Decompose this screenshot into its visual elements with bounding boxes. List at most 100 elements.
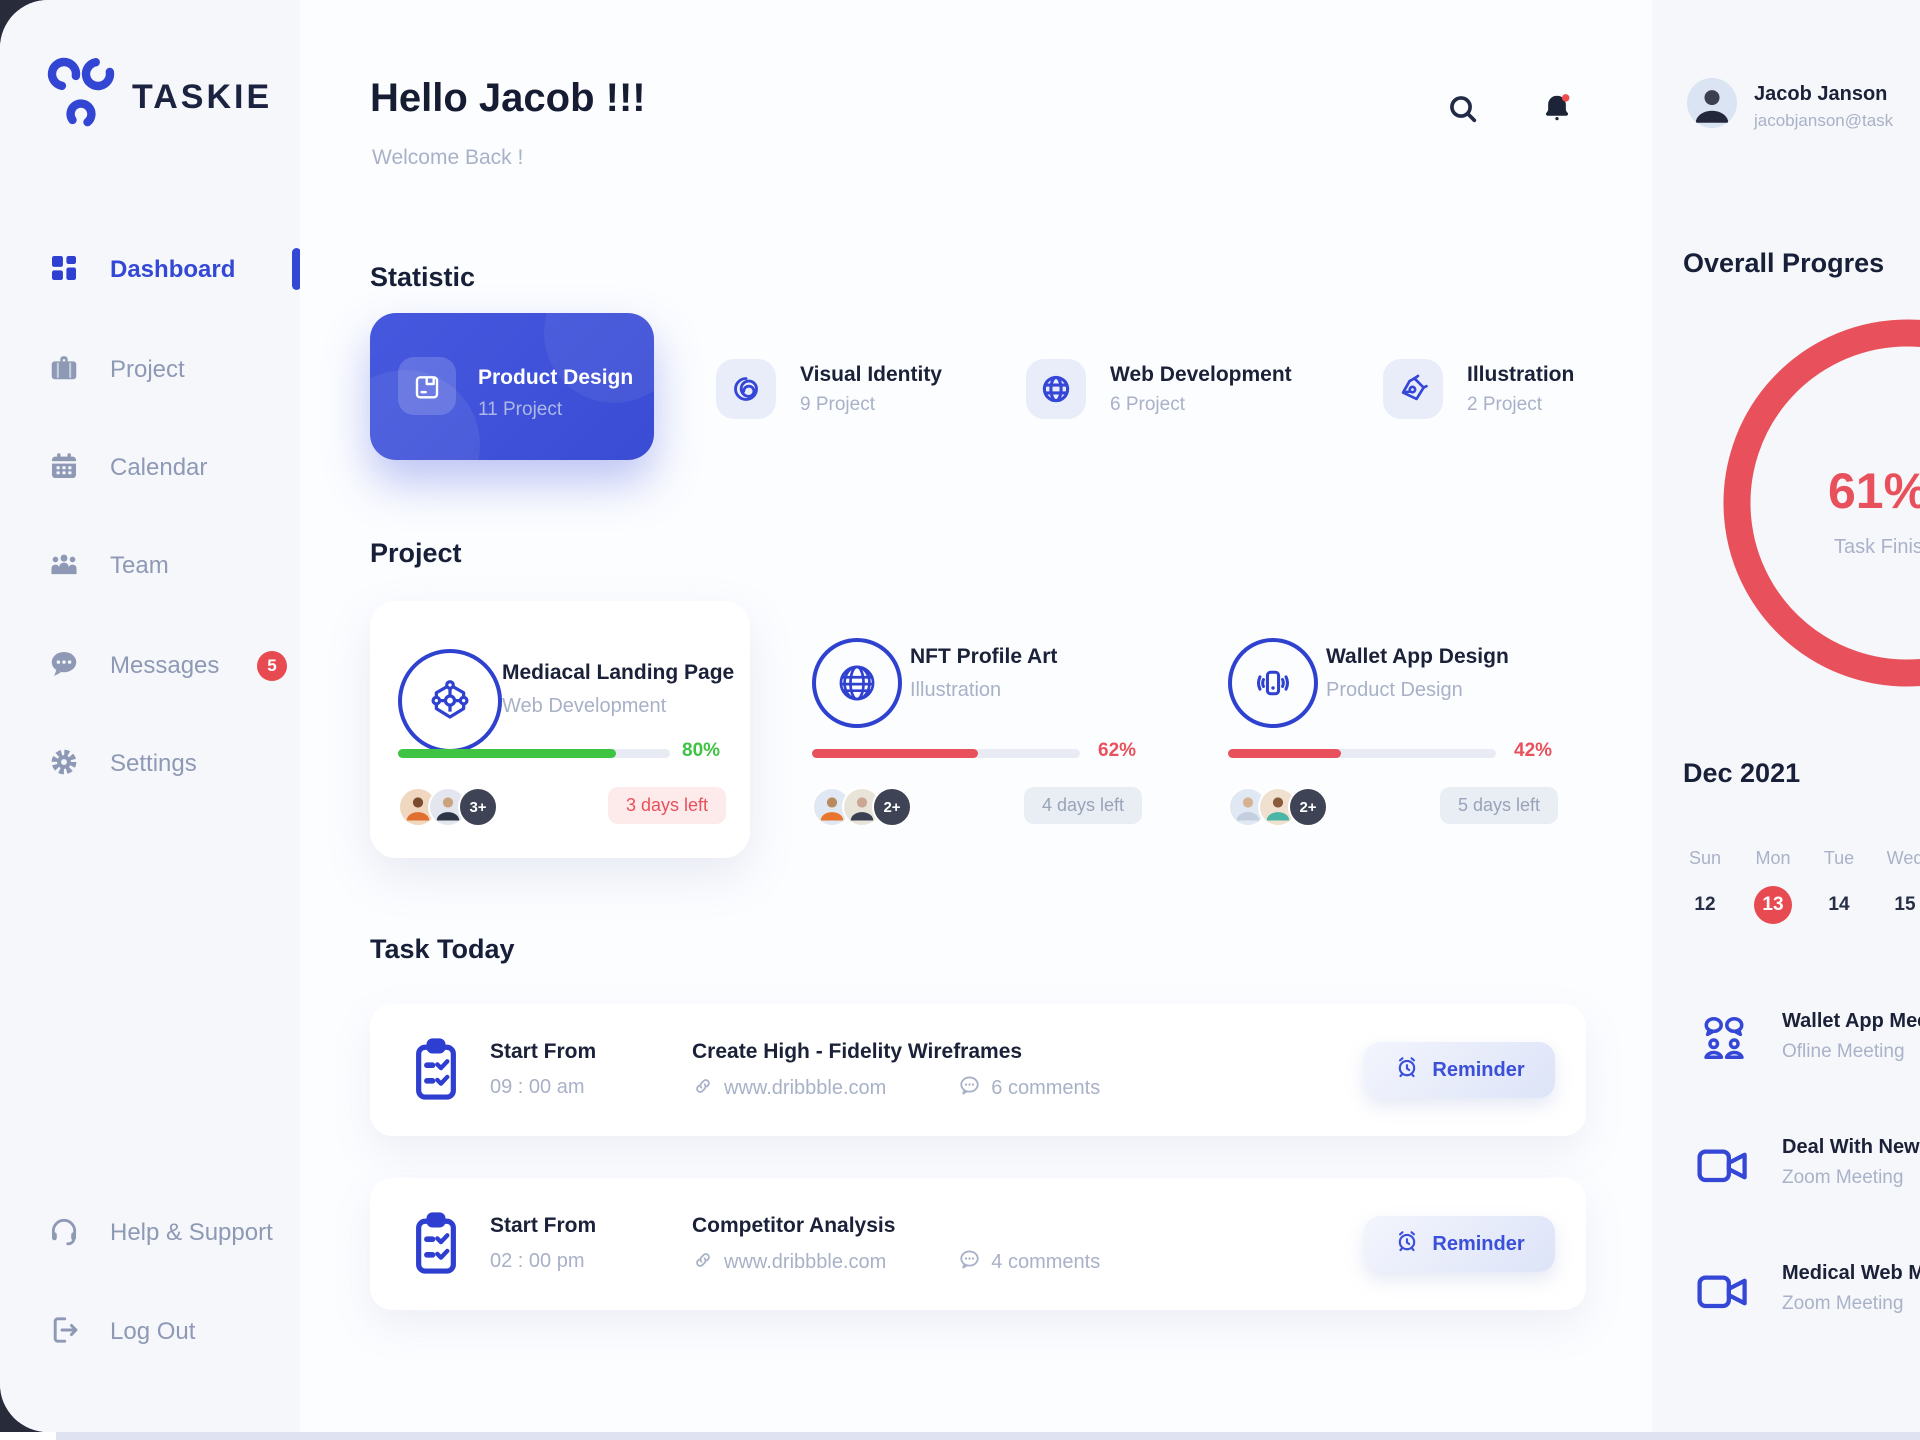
calendar-date-selected[interactable]: 13 [1745, 886, 1801, 924]
avatar-more-count: 2+ [872, 787, 912, 827]
progress-fill [812, 749, 979, 758]
link-icon [692, 1075, 714, 1103]
sidebar-item-settings[interactable]: Settings [0, 736, 300, 792]
days-left-badge: 5 days left [1440, 787, 1559, 824]
sidebar-item-label: Team [110, 552, 169, 579]
logout-icon [48, 1314, 80, 1351]
project-category: Product Design [1326, 679, 1463, 701]
profile-avatar[interactable] [1687, 78, 1737, 128]
meeting-title: Deal With New [1782, 1136, 1920, 1158]
sidebar-item-messages[interactable]: Messages 5 [0, 638, 300, 694]
reminder-label: Reminder [1432, 1058, 1525, 1081]
task-comments: 6 comments [991, 1077, 1101, 1099]
progress-percent: 62% [1098, 740, 1137, 761]
headset-icon [48, 1215, 80, 1252]
sidebar-item-logout[interactable]: Log Out [0, 1304, 300, 1360]
clipboard-icon [410, 1208, 462, 1285]
member-avatars: 2+ [1228, 787, 1328, 827]
stat-item-visual-identity[interactable]: Visual Identity 9 Project [716, 359, 942, 419]
task-link[interactable]: www.dribbble.com [724, 1077, 887, 1099]
link-icon [692, 1249, 714, 1277]
stat-item-web-development[interactable]: Web Development 6 Project [1026, 359, 1292, 419]
overall-progress-ring [1723, 319, 1920, 687]
chat-bubble-icon [48, 648, 80, 685]
reminder-button[interactable]: Reminder [1364, 1042, 1555, 1098]
sidebar-item-label: Settings [110, 750, 197, 777]
sidebar-item-label: Calendar [110, 454, 208, 481]
project-title: Mediacal Landing Page [502, 661, 735, 684]
sidebar-item-project[interactable]: Project [0, 342, 300, 398]
progress-fill [1228, 749, 1341, 758]
progress-percent: 42% [1514, 740, 1553, 761]
stat-card-product-design[interactable]: Product Design 11 Project [370, 313, 654, 460]
page-title: Hello Jacob !!! [370, 76, 646, 120]
bottom-edge-left [0, 1432, 56, 1440]
project-card[interactable]: NFT Profile Art Illustration 62% 2+ 4 da… [812, 601, 1143, 858]
people-chat-icon [1696, 1012, 1752, 1073]
sidebar: TASKIE Dashboard [0, 0, 301, 1432]
product-box-icon [398, 357, 456, 415]
sidebar-item-help-support[interactable]: Help & Support [0, 1205, 300, 1261]
section-title-project: Project [370, 538, 462, 568]
project-card[interactable]: Wallet App Design Product Design 42% 2+ … [1228, 601, 1559, 858]
stat-item-title: Illustration [1467, 362, 1575, 386]
section-title-statistic: Statistic [370, 262, 476, 292]
weekday-label: Wed [1886, 848, 1920, 868]
clipboard-icon [410, 1034, 462, 1111]
task-start-label: Start From [490, 1040, 597, 1063]
stat-item-illustration[interactable]: Illustration 2 Project [1383, 359, 1574, 419]
task-comments: 4 comments [991, 1251, 1101, 1273]
notifications-button[interactable] [1534, 88, 1580, 134]
reminder-button[interactable]: Reminder [1364, 1216, 1555, 1272]
sidebar-item-label: Log Out [110, 1318, 196, 1345]
dashboard-icon [48, 252, 80, 289]
sidebar-item-label: Project [110, 356, 185, 383]
briefcase-icon [48, 352, 80, 389]
weekday-label: Tue [1823, 848, 1855, 868]
molecule-icon [398, 649, 502, 753]
alarm-icon [1394, 1228, 1420, 1260]
sidebar-item-calendar[interactable]: Calendar [0, 440, 300, 496]
meeting-subtitle: Zoom Meeting [1782, 1167, 1904, 1188]
stat-card-title: Product Design [478, 366, 634, 389]
bell-icon [1539, 91, 1575, 132]
calendar-date[interactable]: 15 [1894, 894, 1916, 915]
right-panel: Jacob Janson jacobjanson@task Overall Pr… [1652, 0, 1920, 1432]
task-link[interactable]: www.dribbble.com [724, 1251, 887, 1273]
sidebar-item-team[interactable]: Team [0, 538, 300, 594]
brand-name: TASKIE [132, 78, 273, 116]
stat-item-count: 9 Project [800, 393, 875, 415]
progress-track [398, 749, 670, 758]
video-camera-icon [1696, 1270, 1750, 1319]
meeting-title: Wallet App Mee [1782, 1010, 1920, 1032]
task-title: Competitor Analysis [692, 1214, 896, 1237]
calendar-date[interactable]: 14 [1828, 894, 1850, 915]
sidebar-item-dashboard[interactable]: Dashboard [0, 242, 300, 298]
phone-vibrate-icon [1228, 638, 1318, 728]
task-time: 02 : 00 pm [490, 1250, 585, 1272]
app-logo: TASKIE [46, 56, 272, 139]
calendar-icon [48, 450, 80, 487]
comment-icon [958, 1248, 981, 1277]
project-card[interactable]: Mediacal Landing Page Web Development 80… [370, 601, 750, 858]
task-title: Create High - Fidelity Wireframes [692, 1040, 1023, 1063]
progress-fill [398, 749, 616, 758]
project-title: Wallet App Design [1326, 645, 1509, 668]
calendar-date[interactable]: 12 [1694, 894, 1716, 915]
task-start-label: Start From [490, 1214, 597, 1237]
member-avatars: 3+ [398, 787, 498, 827]
meeting-title: Medical Web M [1782, 1262, 1920, 1284]
stat-item-title: Visual Identity [800, 362, 942, 386]
meeting-subtitle: Ofline Meeting [1782, 1041, 1905, 1062]
overall-progress-caption: Task Finis [1834, 536, 1920, 558]
project-category: Illustration [910, 679, 1002, 701]
active-nav-indicator [292, 248, 301, 290]
days-left-badge: 4 days left [1024, 787, 1143, 824]
stat-item-count: 6 Project [1110, 393, 1185, 415]
wireframe-globe-icon [812, 638, 902, 728]
section-title-task-today: Task Today [370, 934, 515, 964]
search-button[interactable] [1440, 88, 1486, 134]
stat-item-title: Web Development [1110, 362, 1292, 386]
